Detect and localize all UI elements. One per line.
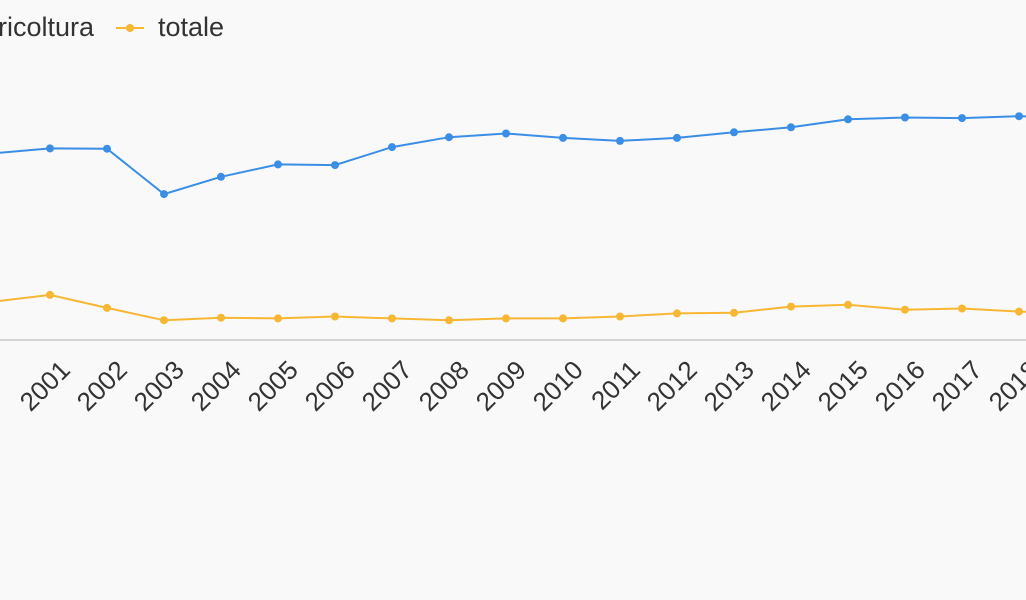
data-point-totale-2003	[160, 316, 168, 325]
data-point-agricoltura-2010	[559, 133, 567, 142]
x-tick-label-2005: 2005	[242, 355, 304, 417]
data-point-agricoltura-2016	[901, 113, 909, 122]
legend: ricoltura totale	[0, 12, 224, 42]
x-tick-label-2014: 2014	[755, 355, 817, 417]
data-point-agricoltura-2014	[787, 123, 795, 132]
data-point-totale-2011	[616, 312, 624, 321]
x-tick-label-2004: 2004	[185, 355, 247, 417]
x-tick-label-2010: 2010	[527, 355, 589, 417]
x-tick-label-2008: 2008	[413, 355, 475, 417]
data-point-agricoltura-2002	[103, 144, 111, 153]
x-axis-ticks: 2001200220032004200520062007200820092010…	[14, 355, 1026, 417]
data-point-agricoltura-2011	[616, 136, 624, 145]
data-point-agricoltura-2005	[274, 160, 282, 169]
legend-marker-totale	[126, 24, 134, 32]
x-tick-label-2015: 2015	[812, 355, 874, 417]
x-tick-label-2001: 2001	[14, 355, 76, 417]
x-tick-label-2011: 2011	[585, 355, 646, 416]
x-tick-label-2009: 2009	[470, 355, 532, 417]
series-line-agricoltura	[0, 115, 1026, 196]
data-point-agricoltura-2001	[46, 144, 54, 153]
data-point-agricoltura-2008	[445, 133, 453, 142]
data-point-totale-2018	[1015, 307, 1023, 316]
data-point-agricoltura-2017	[958, 114, 966, 123]
data-point-agricoltura-2012	[673, 133, 681, 142]
data-point-totale-2008	[445, 316, 453, 325]
x-tick-label-2007: 2007	[356, 355, 418, 417]
x-tick-label-2002: 2002	[71, 355, 133, 417]
legend-label-agricoltura: ricoltura	[0, 12, 95, 42]
legend-label-totale: totale	[158, 12, 224, 42]
data-point-agricoltura-2006	[331, 161, 339, 170]
x-tick-label-2003: 2003	[128, 355, 190, 417]
data-point-agricoltura-2009	[502, 129, 510, 138]
data-point-totale-2009	[502, 314, 510, 323]
data-point-totale-2005	[274, 314, 282, 323]
series-layer	[0, 112, 1026, 325]
data-point-agricoltura-2015	[844, 115, 852, 124]
data-point-totale-2014	[787, 302, 795, 311]
data-point-agricoltura-2007	[388, 143, 396, 152]
data-point-totale-2007	[388, 314, 396, 323]
x-tick-label-2012: 2012	[641, 355, 703, 417]
data-point-totale-2010	[559, 314, 567, 323]
data-point-totale-2004	[217, 313, 225, 322]
data-point-totale-2016	[901, 305, 909, 314]
data-point-agricoltura-2013	[730, 128, 738, 137]
data-point-totale-2015	[844, 300, 852, 309]
data-point-totale-2002	[103, 303, 111, 312]
data-point-totale-2006	[331, 312, 339, 321]
data-point-agricoltura-2004	[217, 172, 225, 181]
data-point-totale-2012	[673, 309, 681, 318]
data-point-totale-2013	[730, 308, 738, 317]
x-tick-label-2016: 2016	[869, 355, 931, 417]
x-tick-label-2018: 2018	[983, 355, 1026, 417]
data-point-totale-2017	[958, 304, 966, 313]
x-tick-label-2017: 2017	[926, 355, 988, 417]
x-tick-label-2006: 2006	[299, 355, 361, 417]
x-tick-label-2013: 2013	[698, 355, 760, 417]
data-point-totale-2001	[46, 290, 54, 299]
data-point-agricoltura-2018	[1015, 112, 1023, 121]
data-point-agricoltura-2003	[160, 190, 168, 199]
series-line-totale	[0, 293, 1026, 322]
